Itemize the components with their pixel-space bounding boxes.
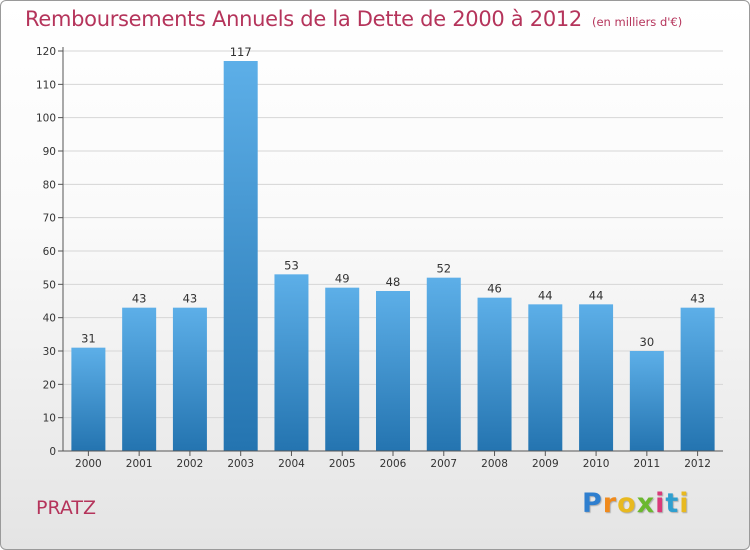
x-tick-label-2000: 2000 [75, 458, 102, 470]
axes: 0 10 20 30 40 50 60 70 80 90 100 110 120 2000 2001 2002… [36, 46, 723, 470]
chart-subtitle: (en milliers d'€) [592, 15, 683, 29]
chart-title: Remboursements Annuels de la Dette de 20… [25, 7, 682, 31]
bars: 31 43 43 117 53 49 48 52 46 44 44 30 43 [71, 45, 715, 451]
y-tick-label: 80 [43, 179, 56, 191]
x-tick-label-2012: 2012 [684, 458, 711, 470]
x-tick-label-2006: 2006 [380, 458, 407, 470]
logo-letter: P [582, 488, 603, 519]
bar-2008 [477, 297, 512, 451]
x-tick-label-2008: 2008 [481, 458, 508, 470]
y-tick-label: 30 [43, 346, 56, 358]
y-tick-label: 100 [36, 113, 56, 125]
data-label-2002: 43 [183, 292, 198, 306]
logo-letter: o [617, 488, 637, 519]
x-tick-label-2009: 2009 [532, 458, 559, 470]
logo-letter: r [602, 488, 618, 519]
proxiti-logo: Proxiti [582, 488, 690, 519]
data-label-2008: 46 [487, 282, 502, 296]
data-label-2001: 43 [132, 292, 147, 306]
logo-letter: i [679, 488, 690, 519]
y-tick-label: 0 [49, 446, 56, 458]
x-tick-label-2003: 2003 [227, 458, 254, 470]
bar-2007 [426, 277, 461, 451]
y-tick-label: 120 [36, 46, 56, 58]
bar-2000 [71, 347, 106, 451]
data-label-2011: 30 [640, 335, 655, 349]
data-label-2005: 49 [335, 272, 350, 286]
bar-2009 [528, 304, 563, 451]
y-tick-label: 10 [43, 413, 56, 425]
bar-2006 [376, 291, 410, 451]
y-tick-label: 20 [43, 379, 56, 391]
x-tick-label-2005: 2005 [329, 458, 356, 470]
y-tick-label: 90 [43, 146, 56, 158]
commune-name: PRATZ [36, 497, 97, 519]
bar-2012 [680, 307, 715, 451]
logo-letter: i [655, 488, 666, 519]
data-label-2009: 44 [538, 288, 553, 302]
y-tick-label: 110 [36, 79, 56, 91]
y-tick-label: 60 [43, 246, 56, 258]
bar-2003 [223, 61, 258, 451]
x-tick-label-2001: 2001 [126, 458, 153, 470]
data-label-2010: 44 [589, 288, 604, 302]
data-label-2007: 52 [436, 262, 451, 276]
y-tick-label: 40 [43, 313, 56, 325]
data-label-2004: 53 [284, 258, 299, 272]
x-tick-label-2007: 2007 [430, 458, 457, 470]
data-label-2006: 48 [386, 275, 401, 289]
bar-2002 [172, 307, 207, 451]
data-label-2012: 43 [690, 292, 705, 306]
bar-2004 [274, 274, 309, 451]
chart-title-text: Remboursements Annuels de la Dette de 20… [25, 7, 582, 31]
bar-2011 [629, 351, 664, 451]
bar-2010 [579, 304, 614, 451]
bar-2005 [325, 287, 360, 451]
data-label-2003: 117 [230, 45, 252, 59]
x-tick-label-2010: 2010 [583, 458, 610, 470]
y-tick-label: 50 [43, 279, 56, 291]
x-tick-label-2004: 2004 [278, 458, 305, 470]
logo-letter: t [665, 488, 680, 519]
bar-2001 [122, 307, 157, 451]
x-tick-label-2011: 2011 [633, 458, 660, 470]
logo-letter: x [636, 488, 656, 519]
y-tick-label: 70 [43, 213, 56, 225]
data-label-2000: 31 [81, 332, 96, 346]
x-tick-label-2002: 2002 [177, 458, 204, 470]
